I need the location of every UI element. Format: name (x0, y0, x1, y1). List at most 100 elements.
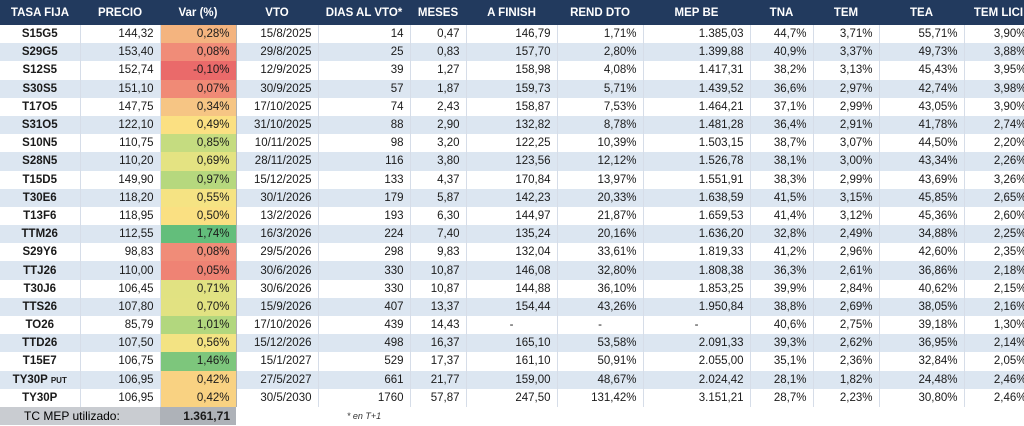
table-row[interactable]: TTJ26 110,00 0,05% 30/6/2026 330 10,87 146,08 3… (0, 261, 1024, 280)
table-row[interactable]: S29Y6 98,83 0,08% 29/5/2026 298 9,83 132,04 33,… (0, 243, 1024, 262)
table-row[interactable]: T30J6 106,45 0,71% 30/6/2026 330 10,87 144,88 3… (0, 279, 1024, 298)
cell-mep-be: 1.399,88 (643, 43, 751, 62)
table-row[interactable]: S29G5 153,40 0,08% 29/8/2025 25 0,83 157,70 2,8… (0, 43, 1024, 62)
table-row[interactable]: T15D5 149,90 0,97% 15/12/2025 133 4,37 170,84 1… (0, 170, 1024, 189)
cell-ticker: TY30P (0, 388, 81, 407)
cell-tna: 38,2% (750, 61, 814, 80)
cell-tem: 2,75% (813, 316, 880, 335)
cell-dias: 193 (318, 206, 411, 226)
col-header-tea[interactable]: TEA (879, 0, 964, 25)
cell-mep-be: 1.503,15 (643, 134, 751, 153)
cell-dias: 88 (318, 115, 411, 135)
footer-spacer (236, 406, 318, 425)
cell-tea: 36,86% (879, 261, 965, 280)
col-header-meses[interactable]: MESES (410, 0, 466, 25)
cell-vto: 16/3/2026 (236, 225, 319, 244)
cell-var: 0,42% (160, 388, 237, 407)
col-header-a-finish[interactable]: A FINISH (466, 0, 557, 25)
cell-tem-lici: 3,90% (964, 97, 1024, 116)
cell-tem-lici: 2,65% (964, 188, 1024, 207)
col-header-tem[interactable]: TEM (813, 0, 879, 25)
cell-dias: 133 (318, 170, 411, 189)
cell-meses: 6,30 (410, 206, 467, 226)
table-row[interactable]: S31O5 122,10 0,49% 31/10/2025 88 2,90 132,82 8,… (0, 115, 1024, 135)
cell-var: 0,08% (160, 43, 237, 62)
cell-rend-dto: 7,53% (557, 97, 644, 116)
col-header-mep-be[interactable]: MEP BE (643, 0, 750, 25)
cell-mep-be: 1.819,33 (643, 243, 751, 262)
cell-var: 0,55% (160, 188, 237, 207)
col-header-var[interactable]: Var (%) (160, 0, 236, 25)
cell-a-finish: 165,10 (466, 334, 558, 353)
cell-precio: 110,00 (80, 261, 161, 280)
cell-a-finish: 146,79 (466, 25, 558, 44)
table-row[interactable]: TTD26 107,50 0,56% 15/12/2026 498 16,37 165,10… (0, 334, 1024, 353)
cell-tna: 41,5% (750, 188, 814, 207)
cell-rend-dto: 5,71% (557, 79, 644, 98)
cell-var: 0,56% (160, 334, 237, 353)
cell-tna: 39,3% (750, 334, 814, 353)
cell-mep-be: - (643, 316, 751, 335)
table-row[interactable]: TO26 85,79 1,01% 17/10/2026 439 14,43- - -40,6%… (0, 316, 1024, 335)
cell-a-finish: 154,44 (466, 297, 558, 316)
cell-rend-dto: 20,16% (557, 225, 644, 244)
cell-tea: 44,50% (879, 134, 965, 153)
cell-tna: 36,4% (750, 115, 814, 135)
col-header-vto[interactable]: VTO (236, 0, 318, 25)
cell-a-finish: 158,98 (466, 61, 558, 80)
cell-tem-lici: 2,26% (964, 152, 1024, 171)
table-row[interactable]: TY30P 106,95 0,42% 30/5/2030 1760 57,87 247,50… (0, 388, 1024, 407)
table-row[interactable]: TTS26 107,80 0,70% 15/9/2026 407 13,37 154,44 4… (0, 297, 1024, 316)
table-row[interactable]: S30S5 151,10 0,07% 30/9/2025 57 1,87 159,73 5,7… (0, 79, 1024, 98)
cell-dias: 1760 (318, 388, 411, 407)
cell-vto: 28/11/2025 (236, 152, 319, 171)
ticker-label: TTM26 (21, 228, 58, 241)
ticker-label: S28N5 (22, 155, 58, 168)
cell-meses: 57,87 (410, 388, 467, 407)
cell-meses: 17,37 (410, 352, 467, 371)
cell-tea: 36,95% (879, 334, 965, 353)
cell-a-finish: 122,25 (466, 134, 558, 153)
cell-ticker: S12S5 (0, 61, 81, 80)
cell-tem: 3,12% (813, 206, 880, 226)
cell-var: 0,50% (160, 206, 237, 226)
table-row[interactable]: T17O5 147,75 0,34% 17/10/2025 74 2,43 158,87 7,… (0, 97, 1024, 116)
cell-rend-dto: 8,78% (557, 115, 644, 135)
cell-dias: 14 (318, 25, 411, 44)
ticker-suffix: PUT (50, 375, 67, 385)
cell-dias: 330 (318, 279, 411, 298)
cell-tna: 37,1% (750, 97, 814, 116)
table-row[interactable]: S12S5 152,74 -0,10% 12/9/2025 39 1,27 158,98 4,… (0, 61, 1024, 80)
cell-dias: 661 (318, 370, 411, 389)
cell-tem: 2,96% (813, 243, 880, 262)
cell-var: 1,46% (160, 352, 237, 371)
table-row[interactable]: S10N5 110,75 0,85% 10/11/2025 98 3,20 122,25 10… (0, 134, 1024, 153)
table-row[interactable]: S15G5 144,32 0,28% 15/8/2025 14 0,47 146,79 1,7… (0, 25, 1024, 44)
col-header-tem-lici[interactable]: TEM LICI (964, 0, 1024, 25)
table-row[interactable]: TY30P PUT 106,95 0,42% 27/5/2027 661 21,77 159… (0, 370, 1024, 389)
col-header-precio[interactable]: PRECIO (80, 0, 160, 25)
cell-vto: 30/6/2026 (236, 261, 319, 280)
table-row[interactable]: TTM26 112,55 1,74% 16/3/2026 224 7,40 135,24 20… (0, 225, 1024, 244)
cell-tna: 36,6% (750, 79, 814, 98)
cell-precio: 151,10 (80, 79, 161, 98)
table-row[interactable]: T13F6 118,95 0,50% 13/2/2026 193 6,30 144,97 21… (0, 206, 1024, 226)
cell-meses: 5,87 (410, 188, 467, 207)
col-header-tna[interactable]: TNA (750, 0, 813, 25)
col-header-rend-dto[interactable]: REND DTO (557, 0, 643, 25)
cell-meses: 7,40 (410, 225, 467, 244)
cell-tea: 34,88% (879, 225, 965, 244)
cell-vto: 31/10/2025 (236, 115, 319, 135)
col-header-tasa-fija[interactable]: TASA FIJA (0, 0, 80, 25)
table-row[interactable]: S28N5 110,20 0,69% 28/11/2025 116 3,80 123,56 1… (0, 152, 1024, 171)
col-header-dias[interactable]: DIAS AL VTO* (318, 0, 410, 25)
table-row[interactable]: T30E6 118,20 0,55% 30/1/2026 179 5,87 142,23 20… (0, 188, 1024, 207)
cell-ticker: S29G5 (0, 43, 81, 62)
table-row[interactable]: T15E7 106,75 1,46% 15/1/2027 529 17,37 161,10 5… (0, 352, 1024, 371)
cell-mep-be: 1.464,21 (643, 97, 751, 116)
cell-tem: 3,37% (813, 43, 880, 62)
cell-rend-dto: 10,39% (557, 134, 644, 153)
ticker-label: S29Y6 (22, 246, 58, 259)
cell-a-finish: 161,10 (466, 352, 558, 371)
